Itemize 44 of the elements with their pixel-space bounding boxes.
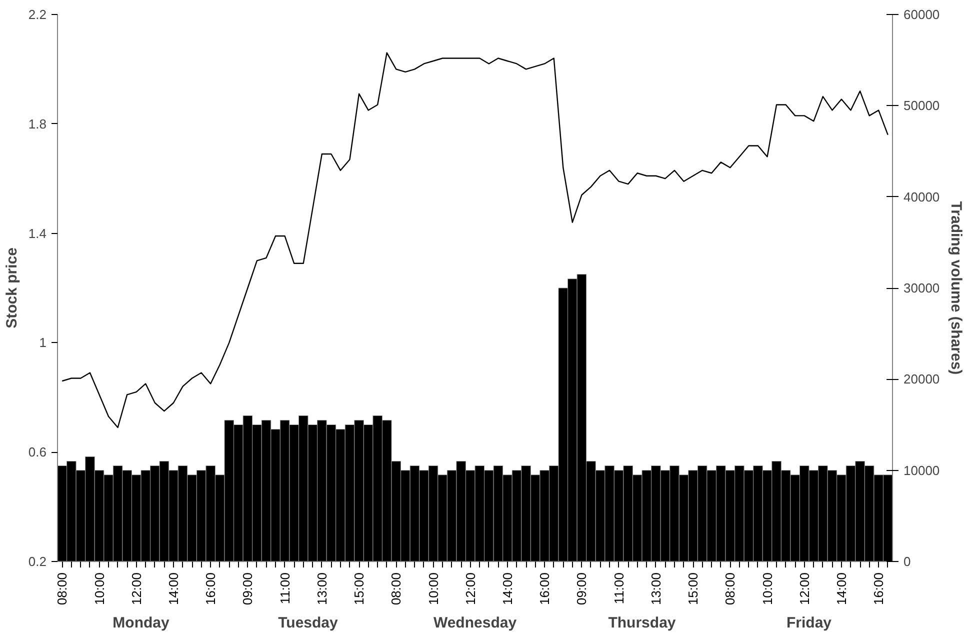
y2-tick-label: 20000 bbox=[904, 372, 940, 387]
y2-tick-label: 0 bbox=[904, 554, 911, 569]
x-tick-label: 08:00 bbox=[54, 572, 70, 606]
y-axis-title: Stock price bbox=[3, 248, 20, 328]
y-tick-label: 0.6 bbox=[28, 444, 47, 460]
text: Wednesday bbox=[433, 614, 518, 632]
text: Thursday bbox=[608, 614, 676, 632]
y-tick-label: 1.4 bbox=[28, 226, 47, 241]
y-tick-label: 1.8 bbox=[28, 116, 47, 132]
x-tick-label: 14:00 bbox=[166, 572, 181, 606]
x-tick-label: 10:00 bbox=[760, 572, 775, 606]
x-tick-label: 08:00 bbox=[388, 572, 404, 606]
y2-tick-label: 60000 bbox=[904, 7, 940, 22]
x-tick-label: 09:00 bbox=[574, 572, 590, 606]
x-tick-label: 15:00 bbox=[352, 572, 367, 606]
y2-tick-label: 50000 bbox=[904, 98, 940, 114]
y2-tick-label: 10000 bbox=[904, 462, 940, 478]
x-tick-label: 13:00 bbox=[648, 572, 664, 606]
x-tick-label: 08:00 bbox=[722, 572, 738, 606]
y-tick-label: 0.2 bbox=[28, 554, 47, 569]
x-tick-label: 12:00 bbox=[128, 572, 144, 606]
y-tick-label: 2.2 bbox=[28, 7, 47, 22]
x-tick-label: 14:00 bbox=[500, 572, 515, 606]
x-tick-label: 13:00 bbox=[314, 572, 330, 606]
y-tick-label: 1 bbox=[39, 335, 47, 350]
y2-axis-title: Trading volume (shares) bbox=[948, 201, 965, 375]
x-tick-label: 10:00 bbox=[92, 572, 107, 606]
x-tick-label: 12:00 bbox=[462, 572, 478, 606]
y2-tick-label: 40000 bbox=[904, 189, 940, 204]
x-tick-label: 16:00 bbox=[871, 572, 886, 606]
text: Monday bbox=[112, 614, 170, 632]
text: Tuesday bbox=[278, 614, 339, 632]
x-tick-label: 12:00 bbox=[796, 572, 812, 606]
y2-tick-label: 30000 bbox=[904, 280, 940, 296]
x-tick-label: 09:00 bbox=[240, 572, 256, 606]
x-tick-label: 14:00 bbox=[834, 572, 849, 606]
x-tick-label: 16:00 bbox=[203, 572, 218, 606]
x-tick-label: 11:00 bbox=[277, 572, 292, 604]
x-tick-label: 11:00 bbox=[611, 572, 626, 604]
x-tick-label: 10:00 bbox=[426, 572, 441, 606]
x-tick-label: 16:00 bbox=[537, 572, 552, 606]
x-tick-label: 15:00 bbox=[686, 572, 701, 606]
text: Friday bbox=[786, 614, 832, 632]
line-series bbox=[62, 52, 888, 428]
